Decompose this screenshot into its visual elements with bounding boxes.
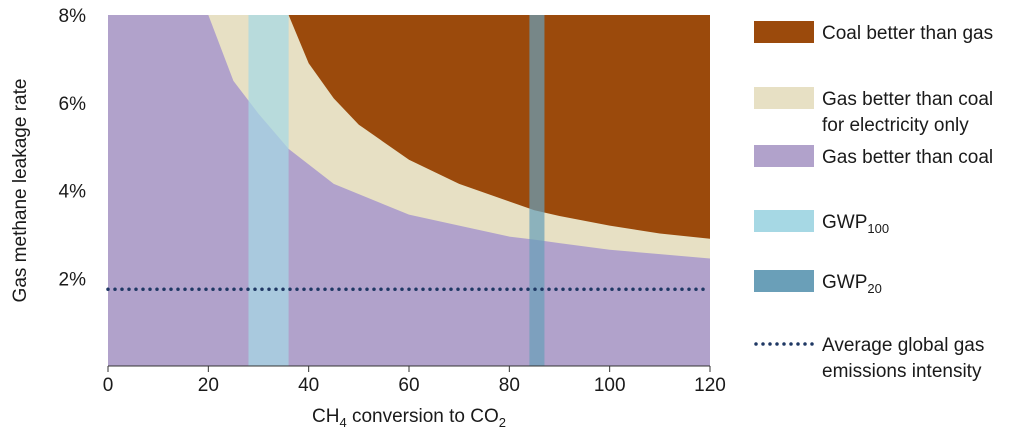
y-tick-label: 8%	[59, 6, 87, 27]
legend-swatch-coal	[754, 21, 814, 43]
legend-label-gas: Gas better than coal	[822, 147, 993, 168]
x-axis-title: CH4 conversion to CO2	[312, 406, 506, 430]
legend-swatch-gwp100	[754, 210, 814, 232]
legend-label-elec: for electricity only	[822, 115, 969, 136]
x-tick-label: 60	[398, 375, 419, 396]
legend: Coal better than gas Gas better than coal…	[754, 21, 993, 382]
legend-label-elec: Gas better than coal	[822, 89, 993, 110]
y-axis-title: Gas methane leakage rate	[10, 79, 31, 303]
legend-label-gwp20: GWP20	[822, 272, 882, 296]
x-tick-label: 40	[298, 375, 319, 396]
band-gwp100	[248, 15, 289, 366]
legend-label-gwp100: GWP100	[822, 212, 889, 236]
region-coal-better	[288, 15, 710, 239]
band-gwp20	[529, 15, 545, 366]
y-tick-label: 6%	[59, 94, 87, 115]
plot-area	[106, 15, 712, 366]
x-tick-label: 100	[594, 375, 626, 396]
legend-label-avg: emissions intensity	[822, 361, 982, 382]
legend-swatch-elec	[754, 87, 814, 109]
y-tick-label: 4%	[59, 182, 87, 203]
x-tick-label: 120	[694, 375, 726, 396]
axes: 0 20 40 60 80 100 120 2% 4% 6% 8% Gas methane leaka…	[10, 6, 726, 430]
x-tick-label: 20	[198, 375, 219, 396]
y-tick-label: 2%	[59, 269, 87, 290]
x-tick-label: 80	[499, 375, 520, 396]
legend-label-coal: Coal better than gas	[822, 23, 993, 44]
legend-swatch-gas	[754, 145, 814, 167]
x-tick-label: 0	[103, 375, 114, 396]
legend-swatch-gwp20	[754, 270, 814, 292]
legend-label-avg: Average global gas	[822, 335, 984, 356]
